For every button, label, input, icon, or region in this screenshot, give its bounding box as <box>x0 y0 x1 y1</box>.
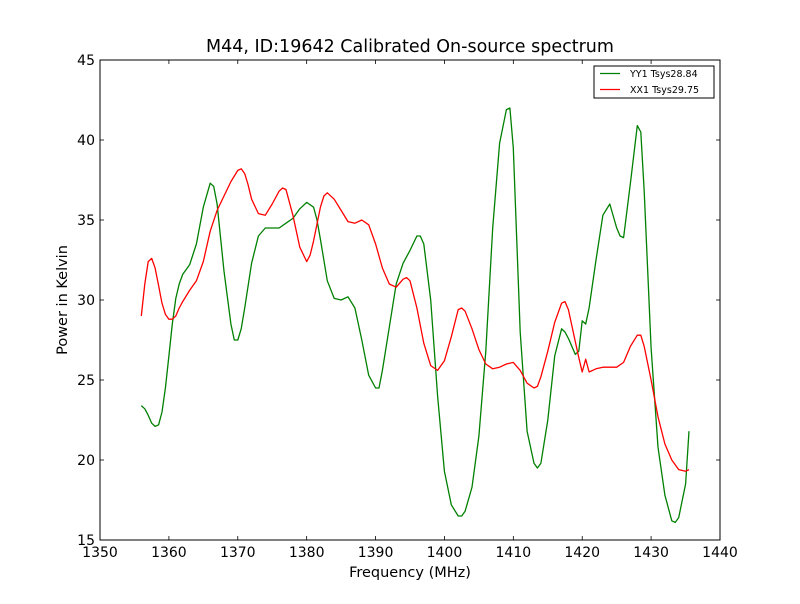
x-tick-label: 1410 <box>496 545 532 561</box>
chart-title: M44, ID:19642 Calibrated On-source spect… <box>206 37 614 57</box>
series-line-yy1 <box>140 107 690 524</box>
legend: YY1 Tsys28.84 XX1 Tsys29.75 <box>593 65 715 99</box>
x-tick-label: 1350 <box>82 545 118 561</box>
plot-lines <box>140 107 690 524</box>
y-tick-label: 30 <box>77 293 95 309</box>
y-tick-label: 35 <box>77 213 95 229</box>
x-axis-label: Frequency (MHz) <box>349 565 471 581</box>
x-tick-label: 1430 <box>633 545 669 561</box>
x-tick-label: 1420 <box>564 545 600 561</box>
x-tick-label: 1380 <box>289 545 325 561</box>
legend-label-xx1: XX1 Tsys29.75 <box>630 85 699 96</box>
y-tick-label: 25 <box>77 373 95 389</box>
x-tick-label: 1390 <box>358 545 394 561</box>
y-axis-label: Power in Kelvin <box>55 245 71 355</box>
x-tick-label: 1370 <box>220 545 256 561</box>
x-tick-label: 1400 <box>427 545 463 561</box>
x-axis-ticks: 1350 1360 1370 1380 1390 1400 1410 1420 1430 1440 <box>82 60 738 561</box>
x-tick-label: 1360 <box>151 545 187 561</box>
x-tick-label: 1440 <box>702 545 738 561</box>
y-axis-ticks: 15 20 25 30 35 40 45 <box>77 53 720 549</box>
y-tick-label: 45 <box>77 53 95 69</box>
legend-label-yy1: YY1 Tsys28.84 <box>629 69 698 80</box>
y-tick-label: 15 <box>77 533 95 549</box>
legend-box <box>593 65 715 99</box>
plot-frame <box>99 59 721 541</box>
y-tick-label: 40 <box>77 133 95 149</box>
y-tick-label: 20 <box>77 453 95 469</box>
series-line-xx1 <box>140 168 690 472</box>
